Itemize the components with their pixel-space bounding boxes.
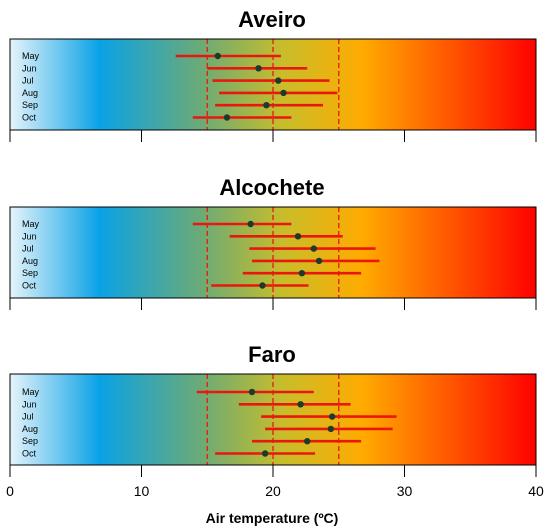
panel-aveiro: Aveiro May Jun Jul Aug Sep Oct bbox=[9, 7, 537, 142]
month-label: Sep bbox=[22, 100, 38, 110]
panel-faro: Faro May Jun Jul Aug Sep Oct bbox=[9, 342, 537, 477]
mean-point bbox=[280, 89, 287, 97]
month-label: Jul bbox=[22, 76, 34, 86]
panel-title: Alcochete bbox=[219, 175, 324, 200]
x-tick-label: 20 bbox=[265, 483, 281, 499]
mean-point bbox=[297, 401, 304, 408]
month-label: Sep bbox=[22, 436, 38, 446]
mean-point bbox=[294, 233, 302, 240]
month-label: Jun bbox=[22, 63, 37, 73]
month-label: Jul bbox=[22, 244, 34, 254]
month-label: Sep bbox=[22, 268, 38, 278]
mean-point bbox=[214, 52, 221, 60]
mean-point bbox=[259, 282, 266, 289]
x-tick-label: 30 bbox=[397, 483, 413, 499]
panel-title: Aveiro bbox=[238, 7, 306, 32]
x-tick-label: 40 bbox=[528, 483, 544, 499]
x-tick-label: 10 bbox=[134, 483, 150, 499]
month-label: Oct bbox=[22, 113, 37, 123]
panel-title: Faro bbox=[248, 342, 296, 367]
month-label: Oct bbox=[22, 449, 37, 459]
mean-point bbox=[247, 220, 254, 228]
month-label: May bbox=[22, 219, 40, 229]
panels: Aveiro May Jun Jul Aug Sep Oct Alcochete May Jun J… bbox=[9, 7, 537, 477]
x-axis: 0 10 20 30 40 bbox=[6, 483, 544, 499]
month-label: Jul bbox=[22, 412, 34, 422]
mean-point bbox=[275, 77, 282, 84]
mean-point bbox=[303, 438, 311, 445]
month-label: Aug bbox=[22, 88, 38, 98]
month-label: Oct bbox=[22, 281, 37, 291]
mean-point bbox=[327, 425, 335, 433]
month-label: Aug bbox=[22, 256, 38, 266]
mean-point bbox=[261, 450, 269, 457]
month-label: Aug bbox=[22, 424, 38, 434]
temperature-gradient-band bbox=[10, 374, 536, 465]
x-axis-label: Air temperature (ºC) bbox=[206, 510, 339, 526]
mean-point bbox=[310, 245, 317, 252]
mean-point bbox=[263, 102, 270, 109]
mean-point bbox=[298, 270, 306, 277]
month-label: Jun bbox=[22, 399, 37, 409]
mean-point bbox=[328, 413, 336, 420]
month-label: May bbox=[22, 387, 40, 397]
mean-point bbox=[248, 388, 256, 396]
mean-point bbox=[255, 65, 262, 72]
mean-point bbox=[315, 257, 323, 265]
month-label: Jun bbox=[22, 231, 37, 241]
mean-point bbox=[223, 114, 231, 121]
panel-alcochete: Alcochete May Jun Jul Aug Sep Oct bbox=[9, 175, 537, 310]
month-label: May bbox=[22, 51, 40, 61]
x-tick-label: 0 bbox=[6, 483, 14, 499]
